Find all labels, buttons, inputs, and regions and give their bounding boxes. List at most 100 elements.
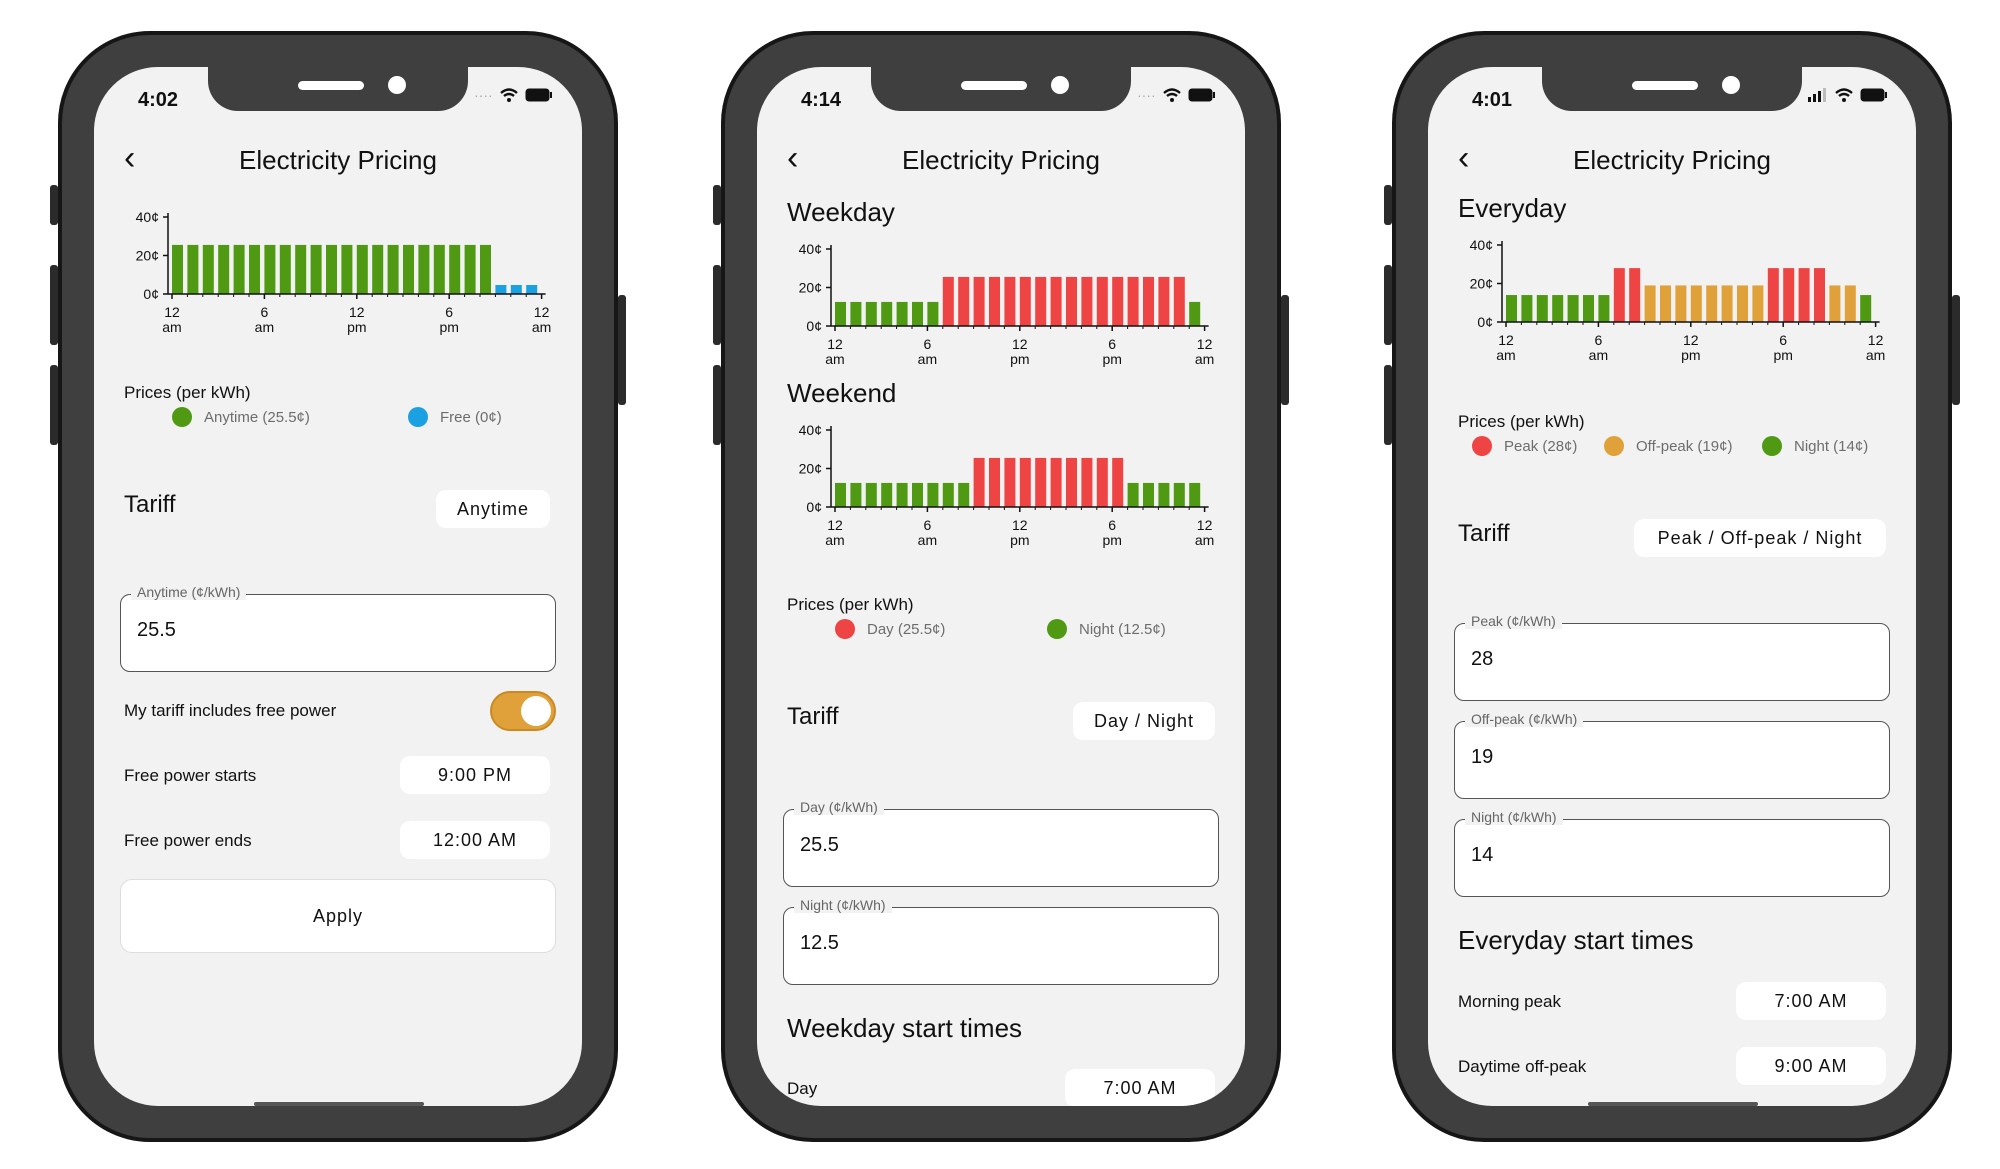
- bar: [927, 301, 939, 326]
- bar: [1660, 285, 1671, 322]
- field-value[interactable]: 25.5: [137, 619, 176, 641]
- field-label: Night (¢/kWh): [1465, 809, 1563, 825]
- bar: [1004, 457, 1016, 507]
- bar: [958, 276, 970, 326]
- anytime-price-field[interactable]: Anytime (¢/kWh) 25.5: [120, 584, 556, 672]
- daytime-off-peak-time[interactable]: 9:00 AM: [1736, 1047, 1886, 1085]
- back-chevron-icon[interactable]: ‹: [124, 139, 136, 177]
- x-tick-label: 6: [1779, 332, 1787, 348]
- x-tick-label: 12: [1868, 332, 1884, 348]
- field-label: Night (¢/kWh): [794, 897, 892, 913]
- bar: [356, 244, 368, 294]
- x-tick-label: 12: [1683, 332, 1699, 348]
- bar: [403, 244, 414, 294]
- x-tick-label: 12: [1197, 517, 1213, 533]
- bar: [172, 244, 183, 294]
- free-end-label: Free power ends: [124, 831, 252, 850]
- screen: 4:14 ···· ‹ Electricity Pricing Weekday …: [757, 67, 1245, 1106]
- bar: [1173, 276, 1185, 326]
- bar: [1721, 285, 1733, 322]
- bar: [1019, 457, 1031, 507]
- x-tick-label: 12: [349, 304, 365, 320]
- bar: [1675, 285, 1687, 322]
- back-chevron-icon[interactable]: ‹: [1458, 139, 1470, 177]
- field-value[interactable]: 19: [1471, 746, 1494, 768]
- back-chevron-icon[interactable]: ‹: [787, 139, 799, 177]
- tariff-label: Tariff: [124, 491, 176, 518]
- bar: [1081, 457, 1093, 507]
- field-value[interactable]: 12.5: [800, 932, 839, 954]
- morning-peak-time[interactable]: 7:00 AM: [1736, 982, 1886, 1020]
- field-value[interactable]: 14: [1471, 844, 1494, 866]
- bar: [1004, 276, 1016, 326]
- battery-icon: [1188, 88, 1215, 102]
- bar: [1598, 295, 1610, 322]
- wifi-icon: [499, 88, 518, 102]
- tariff-selector[interactable]: Anytime: [436, 490, 550, 528]
- free-start-time[interactable]: 9:00 PM: [400, 756, 550, 794]
- bar: [1536, 295, 1548, 322]
- bar: [510, 285, 522, 294]
- x-tick-label: 12: [827, 336, 843, 352]
- night-price-field[interactable]: Night (¢/kWh) 14: [1454, 809, 1890, 897]
- bar: [1798, 268, 1810, 322]
- bar: [1066, 276, 1077, 326]
- x-tick-label: 12: [534, 304, 550, 320]
- x-tick-label: am: [1195, 351, 1214, 367]
- night-price-field[interactable]: Night (¢/kWh) 12.5: [783, 897, 1219, 985]
- bar: [1035, 457, 1047, 507]
- free-end-time[interactable]: 12:00 AM: [400, 821, 550, 859]
- free-power-toggle[interactable]: [490, 691, 556, 731]
- y-tick-label: 20¢: [799, 280, 822, 296]
- legend-title: Prices (per kWh): [124, 383, 251, 402]
- y-tick-label: 20¢: [136, 248, 159, 264]
- x-tick-label: am: [1195, 532, 1214, 548]
- field-value[interactable]: 25.5: [800, 834, 839, 856]
- x-tick-label: am: [918, 351, 937, 367]
- day-price-field[interactable]: Day (¢/kWh) 25.5: [783, 799, 1219, 887]
- bar: [835, 301, 846, 326]
- status-time: 4:14: [801, 89, 842, 111]
- free-power-toggle-label: My tariff includes free power: [124, 701, 337, 720]
- bar: [187, 244, 199, 294]
- peak-price-field[interactable]: Peak (¢/kWh) 28: [1454, 613, 1890, 701]
- bar: [1127, 276, 1139, 326]
- tariff-label: Tariff: [787, 703, 839, 730]
- apply-button[interactable]: Apply: [120, 879, 556, 953]
- day-start-label: Day: [787, 1079, 818, 1098]
- screen: 4:01 ‹ Electricity Pricing Everyday 40¢ 2…: [1428, 67, 1916, 1106]
- tariff-selector[interactable]: Day / Night: [1073, 702, 1215, 740]
- bar: [1189, 301, 1201, 326]
- x-tick-label: 6: [1108, 336, 1116, 352]
- x-tick-label: pm: [347, 319, 366, 335]
- field-label: Anytime (¢/kWh): [131, 584, 247, 600]
- x-tick-label: am: [918, 532, 937, 548]
- start-times-heading: Everyday start times: [1458, 925, 1694, 955]
- status-time: 4:02: [138, 89, 179, 111]
- x-tick-label: pm: [1102, 532, 1121, 548]
- bar: [449, 244, 461, 294]
- bar: [912, 301, 923, 326]
- bar: [1173, 482, 1185, 507]
- bar: [927, 482, 939, 507]
- x-tick-label: am: [825, 532, 844, 548]
- y-tick-label: 40¢: [799, 422, 822, 438]
- bar: [495, 285, 507, 294]
- legend-item-day: Day (25.5¢): [835, 619, 945, 639]
- signal-icon: ····: [474, 87, 493, 103]
- tariff-selector[interactable]: Peak / Off-peak / Night: [1634, 519, 1886, 557]
- bar: [1783, 268, 1795, 322]
- bar: [1143, 276, 1154, 326]
- bar: [387, 244, 399, 294]
- bar: [850, 301, 862, 326]
- bar: [341, 244, 353, 294]
- y-tick-label: 0¢: [806, 499, 822, 515]
- bar: [233, 244, 245, 294]
- page-title: Electricity Pricing: [239, 145, 437, 175]
- day-start-time[interactable]: 7:00 AM: [1065, 1069, 1215, 1106]
- bar: [865, 482, 877, 507]
- off-peak-price-field[interactable]: Off-peak (¢/kWh) 19: [1454, 711, 1890, 799]
- field-value[interactable]: 28: [1471, 648, 1494, 670]
- bar: [1050, 457, 1062, 507]
